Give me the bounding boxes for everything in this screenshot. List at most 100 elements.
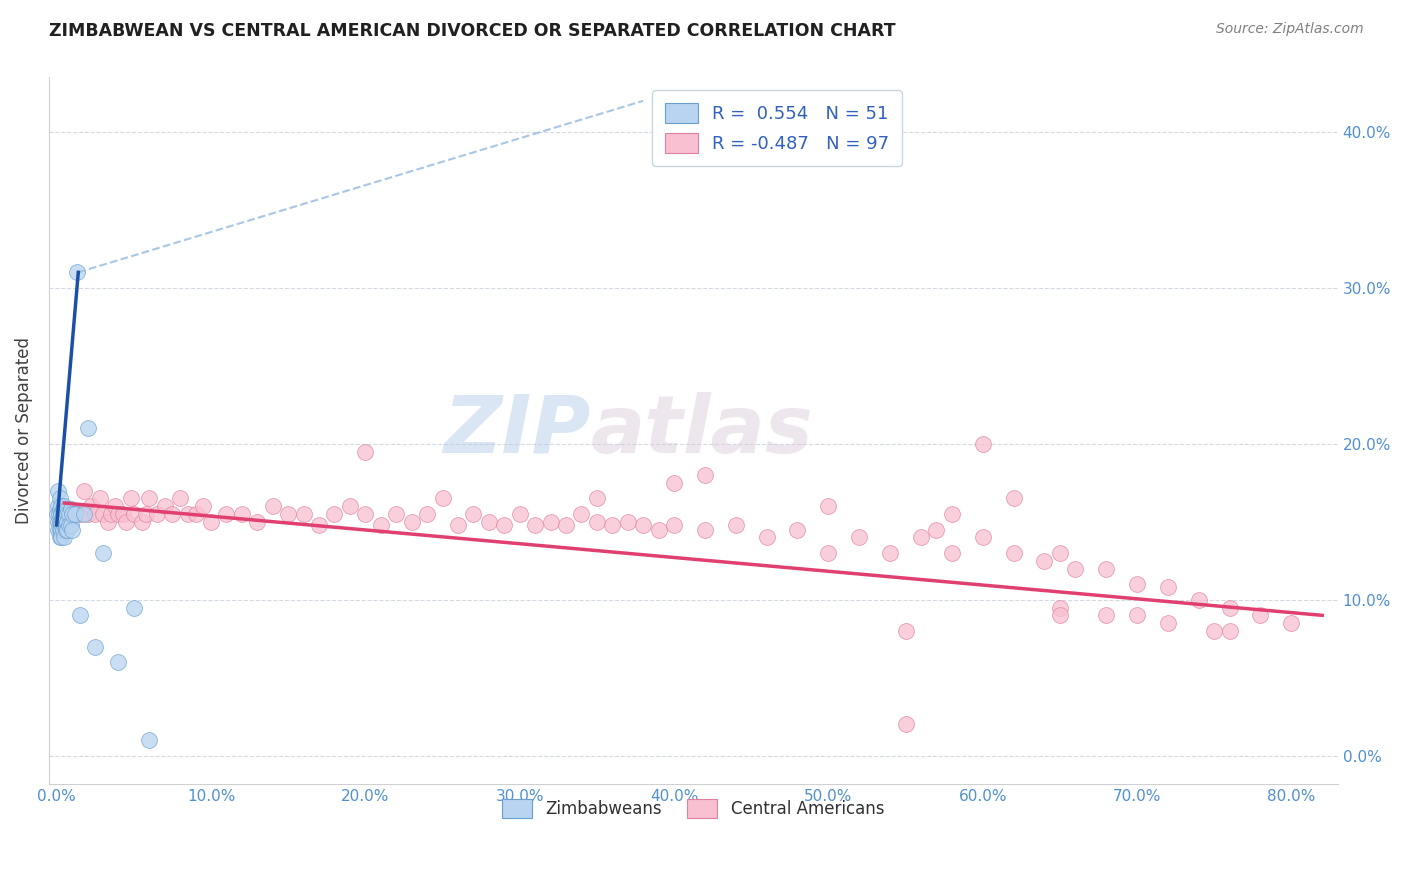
Point [146,507,169,521]
Point [46,499,69,513]
Point [586,515,609,529]
Point [1033,554,1056,568]
Point [1126,608,1149,623]
Point [662,475,685,490]
Legend: Zimbabweans, Central Americans: Zimbabweans, Central Americans [496,792,891,825]
Point [58,507,80,521]
Point [401,515,423,529]
Point [463,507,485,521]
Point [53,517,76,532]
Point [49,515,72,529]
Point [122,507,145,521]
Point [879,546,901,560]
Point [49,523,72,537]
Point [231,507,253,521]
Y-axis label: Divorced or Separated: Divorced or Separated [15,337,32,524]
Point [55,517,77,532]
Point [153,499,176,513]
Point [69,507,91,521]
Text: ZIP: ZIP [443,392,591,469]
Point [1002,546,1025,560]
Point [925,523,948,537]
Point [1095,561,1118,575]
Point [571,507,593,521]
Point [169,491,191,506]
Point [354,507,377,521]
Point [1049,608,1071,623]
Point [910,530,932,544]
Point [848,530,870,544]
Point [53,499,76,513]
Point [1064,561,1087,575]
Point [100,507,122,521]
Point [509,507,531,521]
Point [755,530,778,544]
Point [277,507,299,521]
Point [51,515,73,529]
Point [51,507,73,521]
Point [524,517,547,532]
Point [97,515,120,529]
Point [55,507,77,521]
Point [135,507,157,521]
Point [177,507,200,521]
Point [63,507,86,521]
Point [91,546,114,560]
Point [58,517,80,532]
Point [59,517,82,532]
Point [540,515,562,529]
Point [262,499,284,513]
Point [555,517,578,532]
Point [56,507,79,521]
Text: Source: ZipAtlas.com: Source: ZipAtlas.com [1216,22,1364,37]
Point [693,468,716,483]
Point [63,507,86,521]
Point [60,523,83,537]
Point [246,515,269,529]
Point [184,507,207,521]
Point [1157,616,1180,631]
Point [51,530,73,544]
Point [104,499,127,513]
Point [131,515,153,529]
Point [53,507,76,521]
Point [55,511,77,525]
Point [1188,592,1211,607]
Point [52,502,75,516]
Point [972,530,994,544]
Point [138,491,160,506]
Point [662,517,685,532]
Point [51,523,73,537]
Point [1002,491,1025,506]
Point [48,507,70,521]
Point [115,515,138,529]
Point [354,444,377,458]
Point [52,523,75,537]
Point [786,523,808,537]
Point [447,517,470,532]
Point [53,530,76,544]
Point [972,437,994,451]
Point [59,502,82,516]
Point [432,491,454,506]
Point [1049,600,1071,615]
Point [894,717,917,731]
Point [107,507,129,521]
Point [120,491,142,506]
Point [53,515,76,529]
Point [339,499,361,513]
Point [49,491,72,506]
Point [66,265,89,279]
Point [1219,624,1241,638]
Point [91,507,114,521]
Text: atlas: atlas [591,392,813,469]
Point [631,517,654,532]
Point [1157,580,1180,594]
Point [73,507,96,521]
Point [941,546,963,560]
Point [600,517,623,532]
Point [941,507,963,521]
Point [89,491,111,506]
Point [370,517,392,532]
Point [138,733,160,747]
